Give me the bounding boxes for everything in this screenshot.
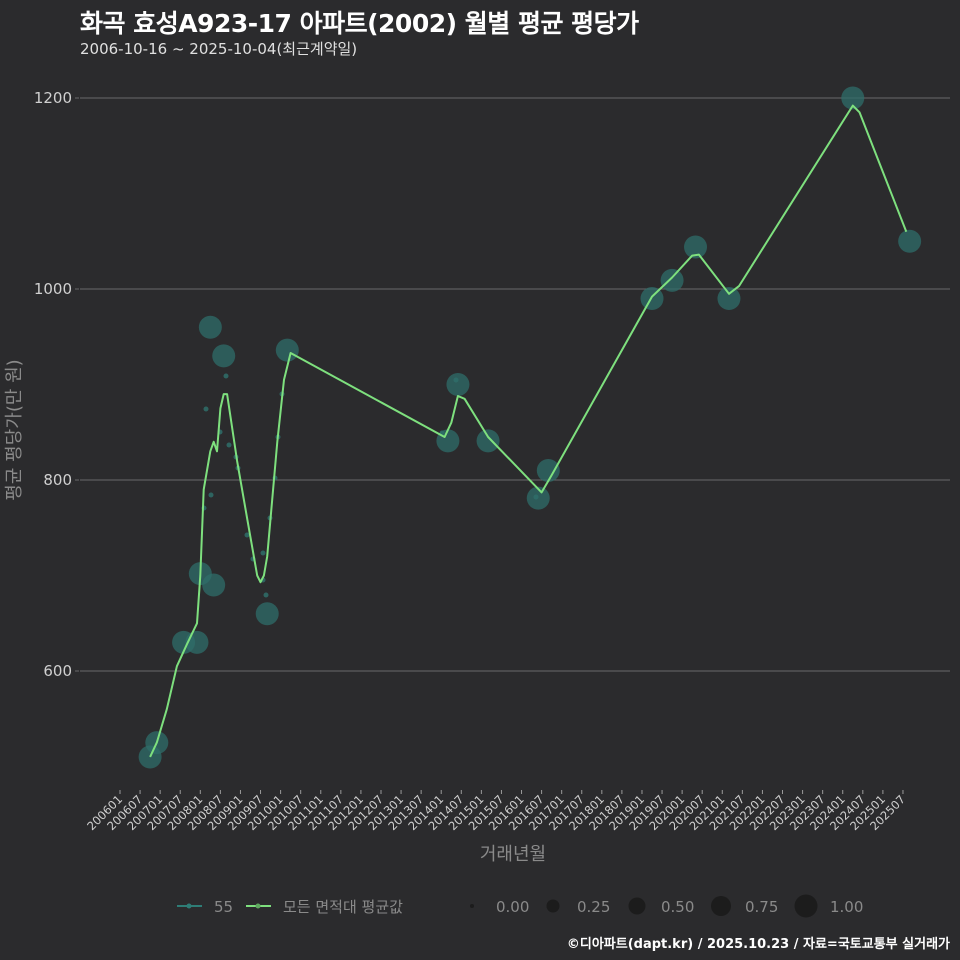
y-tick-label: 1000 [34,280,72,298]
bubble-point[interactable] [275,338,299,362]
size-legend-label: 0.00 [496,898,529,916]
bubble-point[interactable] [202,573,226,597]
legend-item-55[interactable]: 55 [177,898,233,916]
y-tick-label: 800 [43,471,72,489]
bubble-point[interactable] [255,602,279,626]
size-legend-label: 0.25 [577,898,610,916]
y-axis-title: 평균 평당가(만 원) [4,359,25,500]
bubble-point[interactable] [898,229,922,253]
y-tick-label: 1200 [34,89,72,107]
size-legend-label: 0.50 [661,898,694,916]
bubble-point[interactable] [684,235,708,259]
bubble-point[interactable] [660,268,684,292]
size-legend-dot [628,897,646,915]
bubble-point[interactable] [841,86,865,110]
bubble-point[interactable] [476,429,500,453]
size-legend-label: 1.00 [830,898,863,916]
size-legend-dot [794,894,818,918]
legend-item-average[interactable]: 모든 면적대 평균값 [246,898,403,916]
size-legend-dot [546,899,560,913]
gridlines [80,97,950,672]
bubble-point[interactable] [212,344,236,368]
bubble-point[interactable] [526,486,550,510]
y-tick-label: 600 [43,662,72,680]
size-legend-dot [470,904,474,908]
x-axis-ticks: 2006012006072007012007072008012008072009… [84,790,908,833]
small-bubbles [201,373,539,598]
legend-label-average: 모든 면적대 평균값 [283,898,403,916]
size-legend-label: 0.75 [745,898,778,916]
average-price-line [149,104,908,758]
legend: 55 모든 면적대 평균값 0.00 0.25 0.50 0.75 1.00 [177,894,863,918]
series-55-bubbles [138,86,922,769]
bubble-point[interactable] [198,315,222,339]
y-axis-ticks: 600 800 1000 1200 [34,89,79,680]
x-axis-title: 거래년월 [480,844,546,865]
chart-subtitle: 2006-10-16 ~ 2025-10-04(최근계약일) [80,40,358,58]
bubble-point[interactable] [717,287,741,311]
bubble-point[interactable] [536,458,560,482]
legend-label-55: 55 [214,898,233,916]
size-legend-dot [711,896,731,916]
chart-title: 화곡 효성A923-17 아파트(2002) 월별 평균 평당가 [80,9,639,38]
bubble-point[interactable] [436,429,460,453]
size-legend: 0.00 0.25 0.50 0.75 1.00 [470,894,863,918]
footer-credit: ©디아파트(dapt.kr) / 2025.10.23 / 자료=국토교통부 실… [566,937,950,952]
bubble-point[interactable] [446,373,470,396]
